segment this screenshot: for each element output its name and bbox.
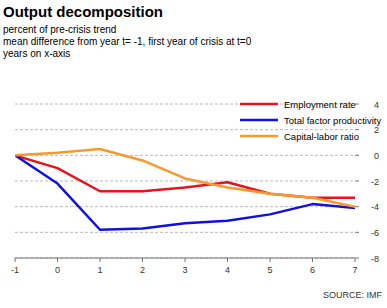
subtitle: years on x-axis [3,48,70,59]
legend-swatch [240,103,278,106]
y-tick [355,258,359,259]
y-tick-label: -2 [371,177,379,187]
x-tick-label: 5 [267,265,272,275]
chart: Output decomposition percent of pre-crisi… [0,0,387,308]
x-tick-label: 6 [310,265,315,275]
y-tick-label: 2 [374,125,379,135]
grid-line [15,181,355,182]
x-tick-label: 1 [97,265,102,275]
x-tick [227,258,228,262]
x-tick-label: 7 [352,265,357,275]
series-line [15,149,355,207]
x-tick [355,258,356,262]
x-tick-label: -1 [11,265,19,275]
y-tick [355,155,359,156]
legend-label: Employment rate [284,99,356,110]
source: SOURCE: IMF [323,290,383,300]
legend-label: Total factor productivity [284,115,381,126]
x-tick [57,258,58,262]
x-tick [142,258,143,262]
background [0,0,387,308]
x-tick-label: 3 [182,265,187,275]
y-tick-label: -6 [371,228,379,238]
y-tick [355,206,359,207]
grid-line [15,232,355,233]
x-tick-label: 4 [225,265,230,275]
legend-label: Capital-labor ratio [284,131,359,142]
x-tick-label: 2 [140,265,145,275]
y-tick [355,232,359,233]
x-tick-label: 0 [55,265,60,275]
x-tick [100,258,101,262]
plot-area [15,149,355,230]
legend-swatch [240,119,278,122]
y-tick-label: 0 [374,151,379,161]
x-tick [185,258,186,262]
grid-line [15,155,355,156]
y-tick-label: 4 [374,100,379,110]
y-tick-label: -4 [371,202,379,212]
title: Output decomposition [3,3,163,20]
x-tick [270,258,271,262]
legend-swatch [240,135,278,138]
y-tick [355,181,359,182]
series-line [15,155,355,229]
x-tick [312,258,313,262]
x-tick [15,258,16,262]
subtitle: mean difference from year t= -1, first y… [3,36,252,47]
y-tick-label: -8 [371,254,379,264]
subtitle: percent of pre-crisis trend [3,24,116,35]
